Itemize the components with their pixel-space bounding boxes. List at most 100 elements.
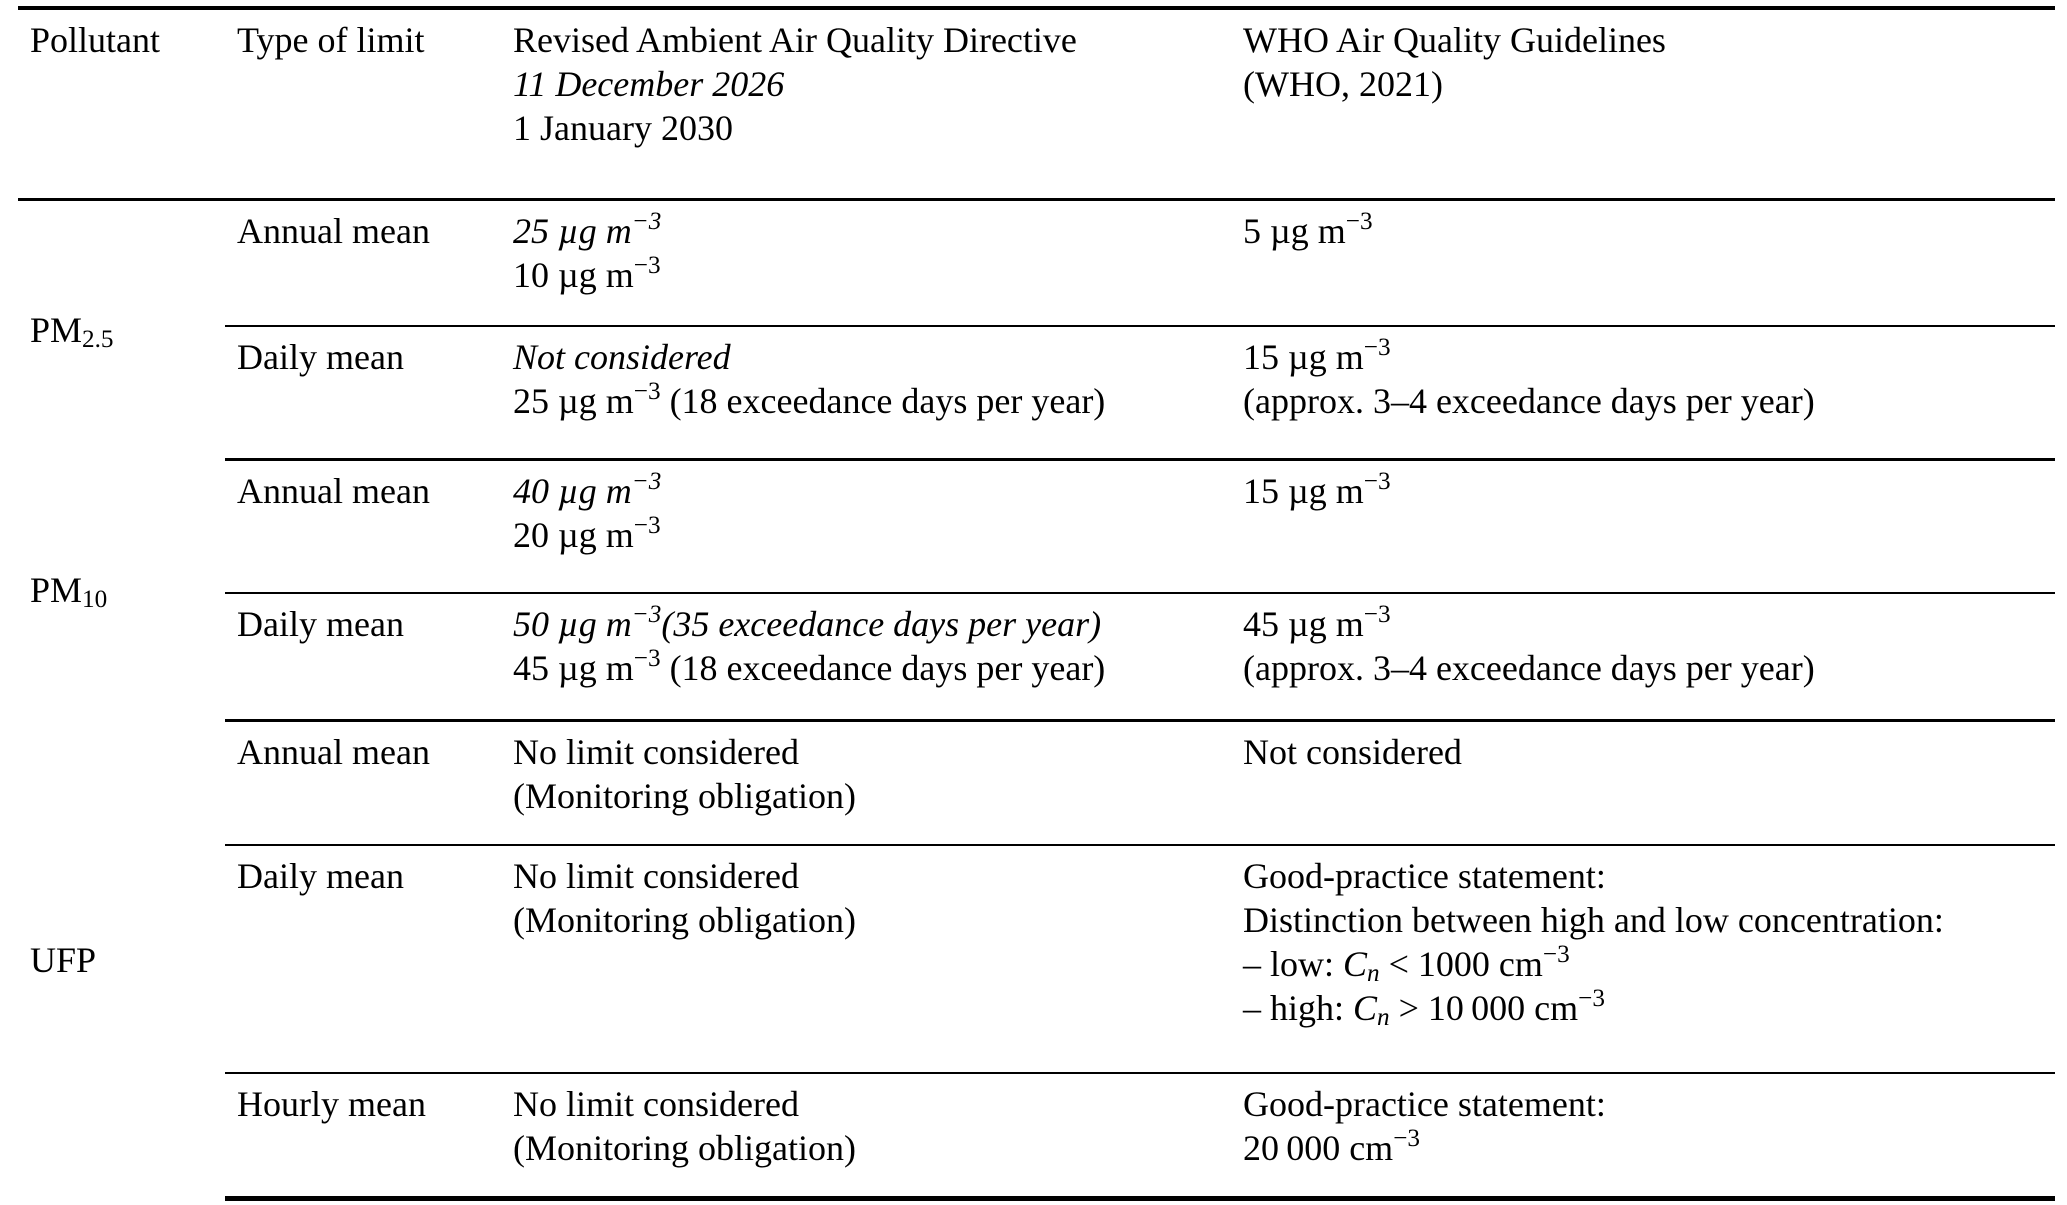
cell-line: 20 000 cm−3 bbox=[1243, 1126, 2045, 1170]
cell-line: Not considered bbox=[1243, 730, 2045, 774]
cell-line: No limit considered bbox=[513, 854, 1221, 898]
cell-line: 45 µg m−3 (18 exceedance days per year) bbox=[513, 646, 1221, 690]
text-sup: −3 bbox=[1393, 1124, 1420, 1152]
who-value-cell: 15 µg m−3 bbox=[1231, 459, 2055, 594]
text-sup: −3 bbox=[631, 600, 662, 628]
table-row-pm2-5-annual: PM2.5 Annual mean 25 µg m−3 10 µg m−3 5 µg m… bbox=[18, 199, 2055, 352]
cell-line: 1 January 2030 bbox=[513, 106, 1221, 150]
cell-line: 10 µg m−3 bbox=[513, 253, 1221, 297]
who-value-cell: Good-practice statement: Distinction betw… bbox=[1231, 844, 2055, 1074]
cell-line: 25 µg m−3 (18 exceedance days per year) bbox=[513, 379, 1221, 423]
text: WHO Air Quality Guidelines bbox=[1243, 20, 1666, 60]
cell-line: (Monitoring obligation) bbox=[513, 898, 1221, 942]
directive-value-cell: No limit considered (Monitoring obligatio… bbox=[501, 720, 1231, 846]
text: 15 µg m bbox=[1243, 336, 1364, 377]
cell-line: 45 µg m−3 bbox=[1243, 602, 2045, 646]
text: (Monitoring obligation) bbox=[513, 1127, 856, 1168]
cell-line: WHO Air Quality Guidelines bbox=[1243, 18, 2045, 62]
directive-value-cell: 50 µg m−3(35 exceedance days per year) 45… bbox=[501, 592, 1231, 722]
limit-type-cell: Hourly mean bbox=[225, 1072, 501, 1201]
text: (WHO, 2021) bbox=[1243, 64, 1443, 104]
text-sup: −3 bbox=[633, 252, 661, 280]
text-sup: −3 bbox=[1578, 984, 1605, 1012]
text: (Monitoring obligation) bbox=[513, 899, 856, 940]
cell-line: No limit considered bbox=[513, 1082, 1221, 1126]
text: No limit considered bbox=[513, 732, 799, 772]
cell-line: 50 µg m−3(35 exceedance days per year) bbox=[513, 602, 1221, 646]
text: 40 µg m bbox=[513, 471, 632, 511]
text-sup: −3 bbox=[633, 644, 661, 672]
text: < 1000 cm bbox=[1379, 943, 1543, 984]
who-value-cell: 5 µg m−3 bbox=[1231, 199, 2055, 327]
who-value-cell: 45 µg m−3 (approx. 3–4 exceedance days pe… bbox=[1231, 592, 2055, 722]
directive-value-cell: No limit considered (Monitoring obligatio… bbox=[501, 1072, 1231, 1201]
header-who: WHO Air Quality Guidelines (WHO, 2021) bbox=[1231, 6, 2055, 201]
cell-line: Revised Ambient Air Quality Directive bbox=[513, 18, 1221, 62]
table-row-pm2-5-daily: Daily mean Not considered 25 µg m−3 (18 ex… bbox=[18, 325, 2055, 461]
pollutant-subscript: 2.5 bbox=[82, 326, 114, 354]
cell-line: 5 µg m−3 bbox=[1243, 209, 2045, 253]
cell-line: 15 µg m−3 bbox=[1243, 335, 2045, 379]
pollutant-base: PM bbox=[30, 570, 83, 610]
directive-value-cell: 25 µg m−3 10 µg m−3 bbox=[501, 199, 1231, 327]
pollutant-label-ufp: UFP bbox=[18, 721, 225, 1199]
limit-type-cell: Daily mean bbox=[225, 844, 501, 1074]
pollutant-base: UFP bbox=[30, 939, 97, 980]
text: – high: bbox=[1243, 987, 1354, 1028]
text-sup: −3 bbox=[1345, 208, 1373, 236]
text: 25 µg m bbox=[513, 211, 632, 251]
text: 5 µg m bbox=[1243, 211, 1346, 251]
text: – low: bbox=[1243, 943, 1344, 984]
text: (Monitoring obligation) bbox=[513, 776, 856, 816]
table-row-ufp-annual: UFP Annual mean No limit considered (Monito… bbox=[18, 720, 2055, 980]
pollutant-label-pm10: PM10 bbox=[18, 460, 225, 721]
table-body: PM2.5 Annual mean 25 µg m−3 10 µg m−3 5 µg m… bbox=[18, 199, 2055, 1201]
cell-line: (Monitoring obligation) bbox=[513, 774, 1221, 818]
text: Good-practice statement: bbox=[1243, 1083, 1606, 1124]
cell-line: 20 µg m−3 bbox=[513, 513, 1221, 557]
cell-line: (WHO, 2021) bbox=[1243, 62, 2045, 106]
cell-line: (Monitoring obligation) bbox=[513, 1126, 1221, 1170]
header-row: Pollutant Type of limit Revised Ambient … bbox=[18, 6, 2055, 201]
text-isub: n bbox=[1377, 1003, 1390, 1031]
text: Distinction between high and low concent… bbox=[1243, 899, 1944, 940]
text: Good-practice statement: bbox=[1243, 855, 1606, 896]
directive-value-cell: 40 µg m−3 20 µg m−3 bbox=[501, 459, 1231, 594]
text: 45 µg m bbox=[1243, 603, 1364, 644]
limit-type-cell: Annual mean bbox=[225, 199, 501, 327]
cell-line: No limit considered bbox=[513, 730, 1221, 774]
cell-line: Distinction between high and low concent… bbox=[1243, 898, 2045, 942]
text-i: C bbox=[1343, 943, 1368, 984]
text: > 10 000 cm bbox=[1389, 987, 1579, 1028]
header-directive: Revised Ambient Air Quality Directive 11 … bbox=[501, 6, 1231, 201]
text: 25 µg m bbox=[513, 380, 634, 421]
cell-line: 25 µg m−3 bbox=[513, 209, 1221, 253]
limit-type-cell: Annual mean bbox=[225, 720, 501, 846]
cell-line: Not considered bbox=[513, 335, 1221, 379]
cell-line: – high: Cn > 10 000 cm−3 bbox=[1243, 986, 2045, 1030]
text: (35 exceedance days per year) bbox=[661, 603, 1102, 644]
text-i: C bbox=[1353, 987, 1378, 1028]
text: 11 December 2026 bbox=[513, 64, 785, 104]
text-sup: −3 bbox=[1542, 940, 1570, 968]
cell-line: 15 µg m−3 bbox=[1243, 469, 2045, 513]
text-sup: −3 bbox=[631, 208, 662, 236]
text: (approx. 3–4 exceedance days per year) bbox=[1243, 647, 1815, 688]
table-row-pm10-daily: Daily mean 50 µg m−3(35 exceedance days p… bbox=[18, 592, 2055, 722]
cell-line: 40 µg m−3 bbox=[513, 469, 1221, 513]
table-row-pm10-annual: PM10 Annual mean 40 µg m−3 20 µg m−3 15 µg m… bbox=[18, 459, 2055, 612]
text: 20 µg m bbox=[513, 515, 634, 555]
text: Revised Ambient Air Quality Directive bbox=[513, 20, 1077, 60]
text-isub: n bbox=[1367, 959, 1380, 987]
text: 10 µg m bbox=[513, 255, 634, 295]
text-sup: −3 bbox=[631, 468, 662, 496]
cell-line: 11 December 2026 bbox=[513, 62, 1221, 106]
limit-type-cell: Daily mean bbox=[225, 592, 501, 722]
cell-line: Good-practice statement: bbox=[1243, 1082, 2045, 1126]
directive-value-cell: No limit considered (Monitoring obligatio… bbox=[501, 844, 1231, 1074]
text: 1 January 2030 bbox=[513, 108, 733, 148]
text: No limit considered bbox=[513, 855, 799, 896]
text: (approx. 3–4 exceedance days per year) bbox=[1243, 380, 1815, 421]
text-sup: −3 bbox=[633, 512, 661, 540]
text: 45 µg m bbox=[513, 647, 634, 688]
